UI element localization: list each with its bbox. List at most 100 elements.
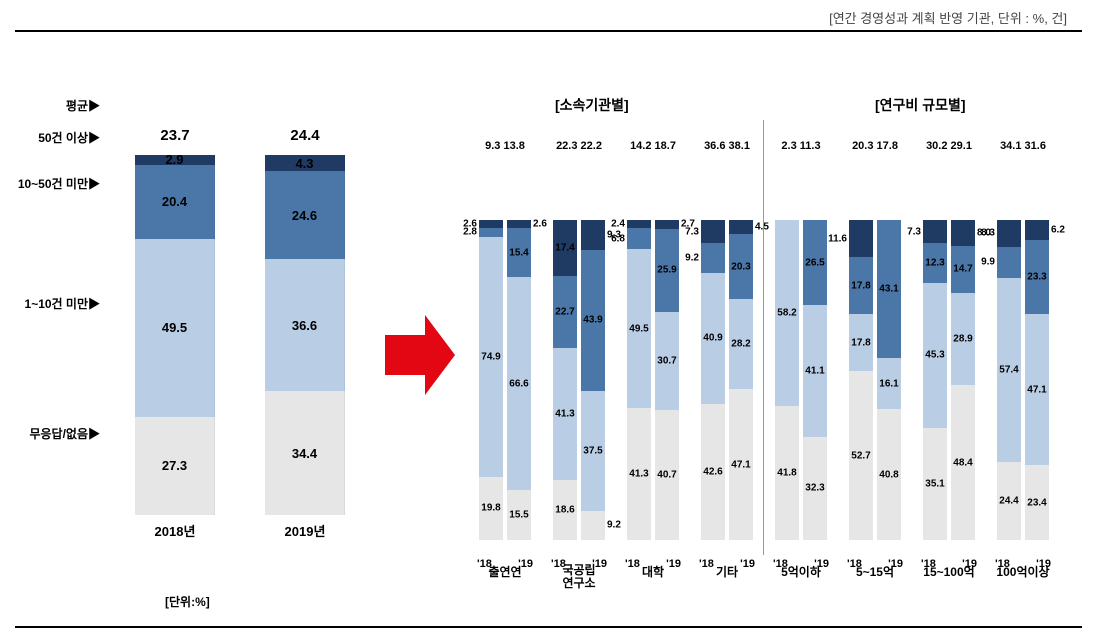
segment-value: 15.4	[509, 247, 528, 258]
segment-value: 49.5	[629, 323, 648, 334]
segment: 58.2	[775, 220, 799, 406]
segment: 28.9	[951, 293, 975, 385]
segment-value: 48.4	[953, 457, 972, 468]
segment: 23.4	[1025, 465, 1049, 540]
segment: 9.2	[701, 243, 725, 272]
small-bar: 2.725.930.740.7	[655, 220, 679, 540]
segment: 37.5	[581, 391, 605, 511]
segment: 11.6	[849, 220, 873, 257]
segment-value: 45.3	[925, 350, 944, 361]
group-0: 9.3 13.82.62.874.919.82.615.466.615.5'18…	[475, 160, 535, 540]
segment-value: 6.2	[1049, 224, 1065, 235]
small-bar: 58.241.8	[775, 220, 799, 540]
small-bar: 7.312.3 45.3 35.1	[923, 220, 947, 540]
segment-value: 41.3	[555, 409, 574, 420]
segment-value: 20.4	[162, 194, 187, 209]
segment: 27.3	[135, 417, 215, 515]
segment: 2.9	[135, 155, 215, 165]
segment-value: 17.8	[851, 280, 870, 291]
segment: 47.1	[729, 389, 753, 540]
group-avg: 14.2 18.7	[623, 140, 683, 152]
segment-value: 41.1	[805, 365, 824, 376]
segment-value: 66.6	[509, 378, 528, 389]
segment: 6.2	[1025, 220, 1049, 240]
segment: 42.6	[701, 404, 725, 540]
small-bar: 4.5 20.3 28.2 47.1	[729, 220, 753, 540]
group-avg: 9.3 13.8	[475, 140, 535, 152]
segment: 9.2	[581, 511, 605, 540]
group-5: 20.3 17.811.617.817.852.743.116.140.8'18…	[845, 160, 905, 540]
segment-value: 43.1	[879, 283, 898, 294]
segment: 16.1	[877, 358, 901, 410]
segment-value: 23.4	[1027, 497, 1046, 508]
segment-value: 2.6	[531, 218, 547, 229]
segment: 18.6	[553, 480, 577, 540]
segment-value: 74.9	[481, 351, 500, 362]
segment-value: 8.3	[981, 228, 997, 239]
segment: 2.4	[627, 220, 651, 228]
segment: 9.3	[581, 220, 605, 250]
segment: 4.5	[729, 220, 753, 234]
segment-value: 23.3	[1027, 272, 1046, 283]
segment-value: 20.3	[731, 261, 750, 272]
group-title-org: [소속기관별]	[555, 95, 629, 115]
small-bar: 2.62.874.919.8	[479, 220, 503, 540]
segment: 17.8	[849, 257, 873, 314]
group-avg: 34.1 31.6	[993, 140, 1053, 152]
segment: 24.6	[265, 171, 345, 260]
segment: 57.4	[997, 278, 1021, 462]
group-2: 14.2 18.72.46.849.541.32.725.930.740.7'1…	[623, 160, 683, 540]
segment: 28.2	[729, 299, 753, 389]
main-bar-1: 4.324.636.634.42019년24.4	[265, 155, 345, 515]
group-name: 대학	[623, 563, 683, 580]
segment: 15.4	[507, 228, 531, 277]
segment-value: 16.1	[879, 378, 898, 389]
group-avg: 30.2 29.1	[919, 140, 979, 152]
segment-value: 47.1	[731, 459, 750, 470]
unit-label: [단위:%]	[165, 593, 210, 610]
group-7: 34.1 31.68.39.957.424.46.223.347.123.4'1…	[993, 160, 1053, 540]
segment: 17.4	[553, 220, 577, 276]
segment-value: 34.4	[292, 446, 317, 461]
year-label: 2018년	[135, 521, 215, 540]
label-avg: 평균▶	[66, 97, 100, 114]
segment-value: 52.7	[851, 450, 870, 461]
segment: 17.8	[849, 314, 873, 371]
segment-value: 14.7	[953, 264, 972, 275]
segment-value: 26.5	[805, 257, 824, 268]
segment-value: 25.9	[657, 265, 676, 276]
segment: 34.4	[265, 391, 345, 515]
segment: 12.3	[923, 243, 947, 282]
group-name: 기타	[697, 563, 757, 580]
segment-value: 28.9	[953, 333, 972, 344]
segment-value: 58.2	[777, 308, 796, 319]
segment-value: 35.1	[925, 478, 944, 489]
segment: 8.3	[997, 220, 1021, 247]
segment-value: 9.9	[981, 257, 997, 268]
segment: 15.5	[507, 490, 531, 540]
segment: 7.3	[923, 220, 947, 243]
segment: 7.3	[701, 220, 725, 243]
group-separator	[763, 120, 764, 555]
group-avg: 22.3 22.2	[549, 140, 609, 152]
segment: 74.9	[479, 237, 503, 477]
small-bar: 2.46.849.541.3	[627, 220, 651, 540]
segment: 43.1	[877, 220, 901, 358]
group-title-budget: [연구비 규모별]	[875, 95, 966, 115]
segment: 14.7	[951, 246, 975, 293]
segment-value: 7.3	[907, 226, 923, 237]
segment: 40.7	[655, 410, 679, 540]
segment-value: 17.8	[851, 337, 870, 348]
label-50plus: 50건 이상▶	[38, 129, 100, 146]
segment: 20.4	[135, 165, 215, 238]
segment-value: 41.3	[629, 468, 648, 479]
chart-area: 평균▶ 50건 이상▶ 10~50건 미만▶ 1~10건 미만▶ 무응답/없음▶…	[15, 55, 1082, 610]
group-name: 5억이하	[771, 563, 831, 580]
segment-value: 40.8	[879, 469, 898, 480]
segment: 35.1	[923, 428, 947, 540]
segment: 19.8	[479, 477, 503, 540]
small-bar: 17.422.741.318.6	[553, 220, 577, 540]
segment: 41.3	[553, 348, 577, 480]
group-name: 100억이상	[993, 563, 1053, 580]
segment: 2.6	[507, 220, 531, 228]
